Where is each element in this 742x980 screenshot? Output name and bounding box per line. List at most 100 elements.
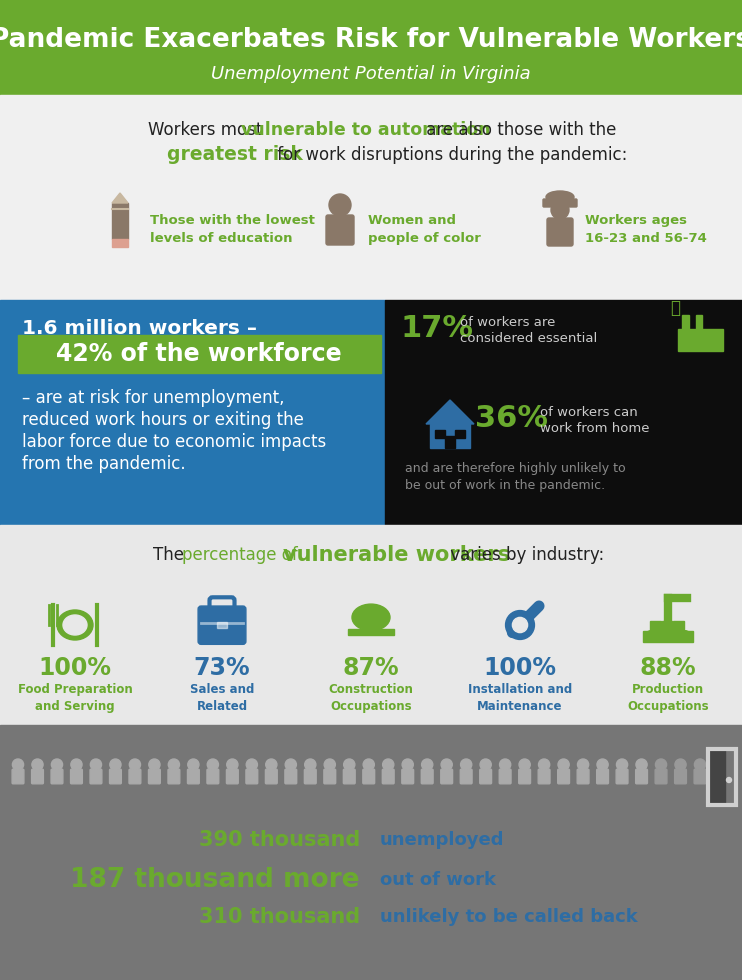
Text: Construction
Occupations: Construction Occupations	[329, 683, 413, 713]
Bar	[444, 436, 455, 448]
Text: unlikely to be called back: unlikely to be called back	[380, 908, 638, 926]
Bar	[348, 629, 394, 634]
Ellipse shape	[546, 191, 574, 203]
Polygon shape	[426, 400, 474, 424]
Text: 17%: 17%	[400, 314, 473, 342]
Bar	[0, 300, 385, 525]
Text: be out of work in the pandemic.: be out of work in the pandemic.	[405, 478, 605, 492]
Text: vulnerable workers: vulnerable workers	[283, 545, 510, 565]
FancyBboxPatch shape	[538, 769, 550, 784]
FancyBboxPatch shape	[51, 769, 63, 784]
Circle shape	[70, 759, 82, 770]
Circle shape	[558, 759, 569, 770]
FancyBboxPatch shape	[70, 769, 82, 784]
Circle shape	[539, 759, 550, 770]
Circle shape	[646, 631, 657, 642]
Circle shape	[129, 759, 140, 770]
Circle shape	[441, 759, 453, 770]
Circle shape	[246, 759, 257, 770]
Circle shape	[402, 759, 413, 770]
Circle shape	[266, 759, 277, 770]
Text: 100%: 100%	[39, 656, 111, 680]
Circle shape	[329, 194, 351, 216]
Text: 16-23 and 56-74: 16-23 and 56-74	[585, 231, 707, 244]
Text: vulnerable to automation: vulnerable to automation	[241, 121, 491, 139]
Circle shape	[499, 759, 510, 770]
Text: reduced work hours or exiting the: reduced work hours or exiting the	[22, 411, 304, 429]
Bar	[430, 424, 470, 448]
FancyBboxPatch shape	[694, 769, 706, 784]
Circle shape	[480, 759, 491, 770]
Bar	[708, 749, 725, 806]
Text: of workers are: of workers are	[460, 316, 555, 328]
FancyBboxPatch shape	[304, 769, 316, 784]
FancyBboxPatch shape	[363, 769, 375, 784]
Text: Women and: Women and	[368, 214, 456, 226]
FancyBboxPatch shape	[636, 769, 648, 784]
Circle shape	[636, 759, 647, 770]
FancyBboxPatch shape	[402, 769, 413, 784]
FancyBboxPatch shape	[616, 769, 628, 784]
Bar	[435, 430, 444, 438]
Bar	[708, 749, 736, 806]
Circle shape	[305, 759, 316, 770]
FancyBboxPatch shape	[285, 769, 297, 784]
Text: work from home: work from home	[540, 421, 649, 434]
Circle shape	[675, 759, 686, 770]
Text: Sales and
Related: Sales and Related	[190, 683, 255, 713]
Polygon shape	[112, 193, 128, 203]
FancyBboxPatch shape	[421, 769, 433, 784]
Circle shape	[149, 759, 160, 770]
Text: are also those with the: are also those with the	[421, 121, 617, 139]
Bar	[662, 621, 672, 632]
FancyBboxPatch shape	[207, 769, 219, 784]
Text: out of work: out of work	[380, 871, 496, 889]
Circle shape	[91, 759, 102, 770]
Text: Workers most: Workers most	[148, 121, 267, 139]
FancyBboxPatch shape	[543, 199, 577, 207]
Text: 🛒: 🛒	[670, 299, 680, 318]
Text: unemployed: unemployed	[380, 831, 505, 849]
Bar	[0, 0, 742, 95]
Circle shape	[421, 759, 433, 770]
FancyBboxPatch shape	[110, 769, 122, 784]
FancyBboxPatch shape	[344, 769, 355, 784]
Circle shape	[695, 759, 706, 770]
Text: Installation and
Maintenance: Installation and Maintenance	[468, 683, 572, 713]
Circle shape	[51, 759, 62, 770]
Text: 100%: 100%	[484, 656, 556, 680]
FancyBboxPatch shape	[188, 769, 200, 784]
FancyBboxPatch shape	[519, 769, 531, 784]
Bar	[673, 621, 683, 632]
FancyBboxPatch shape	[480, 769, 491, 784]
Bar	[385, 300, 742, 525]
FancyBboxPatch shape	[655, 769, 667, 784]
Ellipse shape	[352, 604, 390, 631]
Text: considered essential: considered essential	[460, 331, 597, 345]
Circle shape	[344, 759, 355, 770]
Circle shape	[551, 201, 569, 219]
Circle shape	[285, 759, 296, 770]
FancyBboxPatch shape	[460, 769, 472, 784]
Circle shape	[207, 759, 218, 770]
FancyBboxPatch shape	[499, 769, 511, 784]
Bar	[0, 95, 742, 300]
Circle shape	[227, 759, 238, 770]
Circle shape	[505, 611, 534, 639]
Circle shape	[13, 759, 24, 770]
Text: 1.6 million workers –: 1.6 million workers –	[22, 318, 257, 337]
FancyBboxPatch shape	[90, 769, 102, 784]
Text: 310 thousand: 310 thousand	[199, 907, 360, 927]
Text: of workers can: of workers can	[540, 406, 638, 418]
Text: 87%: 87%	[343, 656, 399, 680]
Text: Production
Occupations: Production Occupations	[627, 683, 709, 713]
Circle shape	[597, 759, 608, 770]
Circle shape	[519, 759, 531, 770]
Bar	[0, 725, 742, 980]
Text: labor force due to economic impacts: labor force due to economic impacts	[22, 433, 326, 451]
Ellipse shape	[57, 610, 93, 640]
Circle shape	[577, 759, 588, 770]
FancyBboxPatch shape	[12, 769, 24, 784]
Text: The: The	[153, 546, 189, 564]
Bar	[18, 335, 381, 373]
